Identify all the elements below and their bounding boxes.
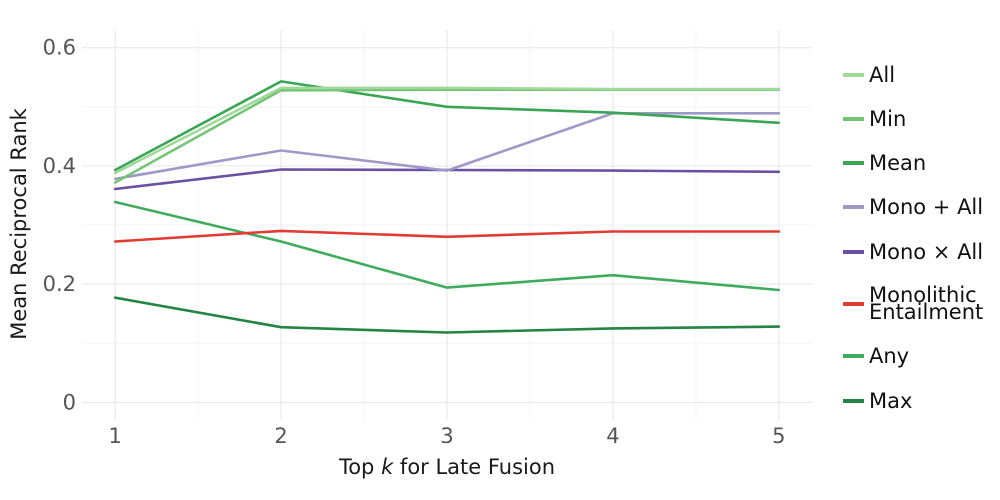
legend-label: Any [869,344,909,368]
legend-item: Mono × All [843,240,983,264]
legend-label: Mean [869,151,926,175]
series-lines [113,80,781,334]
legend-item: Any [843,344,909,368]
legend-item: Min [843,107,906,131]
legend-item: All [843,63,895,87]
x-tick-label: 5 [772,424,785,448]
x-axis-ticks: 1 2 3 4 5 [108,424,785,448]
series-line-monolithic-entailment [113,229,781,243]
x-axis-label: Top k for Late Fusion [338,455,555,479]
legend-label: Mono × All [869,240,983,264]
legend-label: Monolithic [869,283,977,307]
x-tick-label: 1 [108,424,121,448]
series-line-all [113,86,781,175]
legend-item: Mean [843,151,926,175]
y-tick-label: 0.4 [43,154,76,178]
series-line-any [113,200,781,292]
legend-label: Max [869,389,912,413]
legend-label: Mono + All [869,195,983,219]
y-tick-label: 0.6 [43,36,76,60]
y-axis-label: Mean Reciprocal Rank [7,107,31,339]
legend-label: All [869,63,895,87]
series-line-max [113,296,781,334]
series-line-mean [113,80,781,172]
x-tick-label: 3 [440,424,453,448]
y-tick-label: 0.2 [43,272,76,296]
x-tick-label: 4 [606,424,619,448]
legend: All Min Mean Mono + All Mono × All Monolithic… [843,63,983,413]
series-line-mono-all [113,112,781,181]
x-tick-label: 2 [274,424,287,448]
legend-label: Entailment [869,300,983,324]
legend-item: Mono + All [843,195,983,219]
legend-label: Min [869,107,906,131]
legend-item: Max [843,389,912,413]
grid [82,30,812,420]
y-tick-label: 0 [63,390,76,414]
y-axis-ticks: 0 0.2 0.4 0.6 [43,36,76,415]
